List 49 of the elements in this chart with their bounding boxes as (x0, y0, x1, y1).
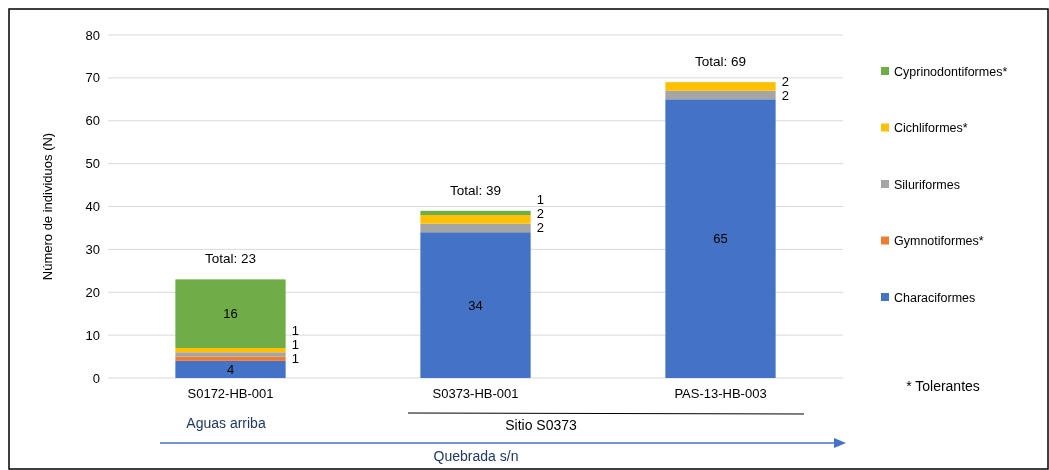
text: Quebrada s/n (433, 448, 519, 464)
legend-label: Cyprinodontiformes* (894, 64, 1008, 79)
y-tick-label: 20 (85, 284, 100, 300)
y-tick-label: 80 (85, 27, 100, 43)
bar (665, 82, 776, 91)
x-tick-label: PAS-13-HB-003 (674, 386, 767, 401)
legend-label: Siluriformes (894, 177, 960, 192)
text: Sitio S0373 (505, 417, 578, 433)
y-tick-label: 10 (85, 327, 100, 343)
x-tick-label: S0373-HB-001 (432, 386, 519, 401)
data-label: 2 (536, 220, 544, 236)
bar (665, 99, 776, 378)
bar (420, 210, 531, 216)
y-tick-label: 40 (85, 199, 100, 214)
bar (420, 215, 531, 224)
data-label: 2 (781, 73, 789, 89)
data-label: 1 (536, 192, 544, 208)
bar (175, 352, 286, 357)
data-label: 34 (468, 297, 483, 313)
y-tick-label: 60 (85, 113, 100, 129)
y-tick-label: 0 (92, 370, 100, 386)
legend-label: Gymnotiformes* (894, 234, 984, 248)
bar (420, 223, 531, 233)
data-label: 2 (536, 206, 544, 222)
y-tick-label: 50 (85, 156, 100, 172)
data-label: 1 (291, 323, 299, 339)
bar (665, 90, 776, 100)
data-label: 4 (226, 361, 235, 377)
y-tick-label: 30 (85, 241, 100, 257)
total-label: Total: 23 (204, 251, 257, 267)
legend-label: Characiformes (894, 290, 976, 305)
total-label: Total: 39 (449, 182, 502, 198)
bar (175, 279, 286, 348)
data-label: 65 (713, 231, 728, 247)
text: Aguas arriba (186, 415, 266, 431)
data-label: 1 (291, 351, 299, 367)
data-label: 2 (781, 87, 789, 103)
total-label: Total: 69 (694, 54, 747, 70)
legend-label: Cichliformes* (894, 121, 968, 135)
data-label: 16 (223, 306, 238, 322)
y-axis-title: Número de individuos (N) (40, 132, 55, 281)
y-tick-label: 70 (85, 70, 100, 86)
x-tick-label: S0172-HB-001 (187, 386, 274, 401)
bar (175, 347, 286, 353)
bar (175, 360, 286, 378)
bar (420, 232, 531, 378)
bar (175, 356, 286, 361)
data-label: 1 (291, 337, 299, 353)
text: * Tolerantes (906, 378, 980, 394)
